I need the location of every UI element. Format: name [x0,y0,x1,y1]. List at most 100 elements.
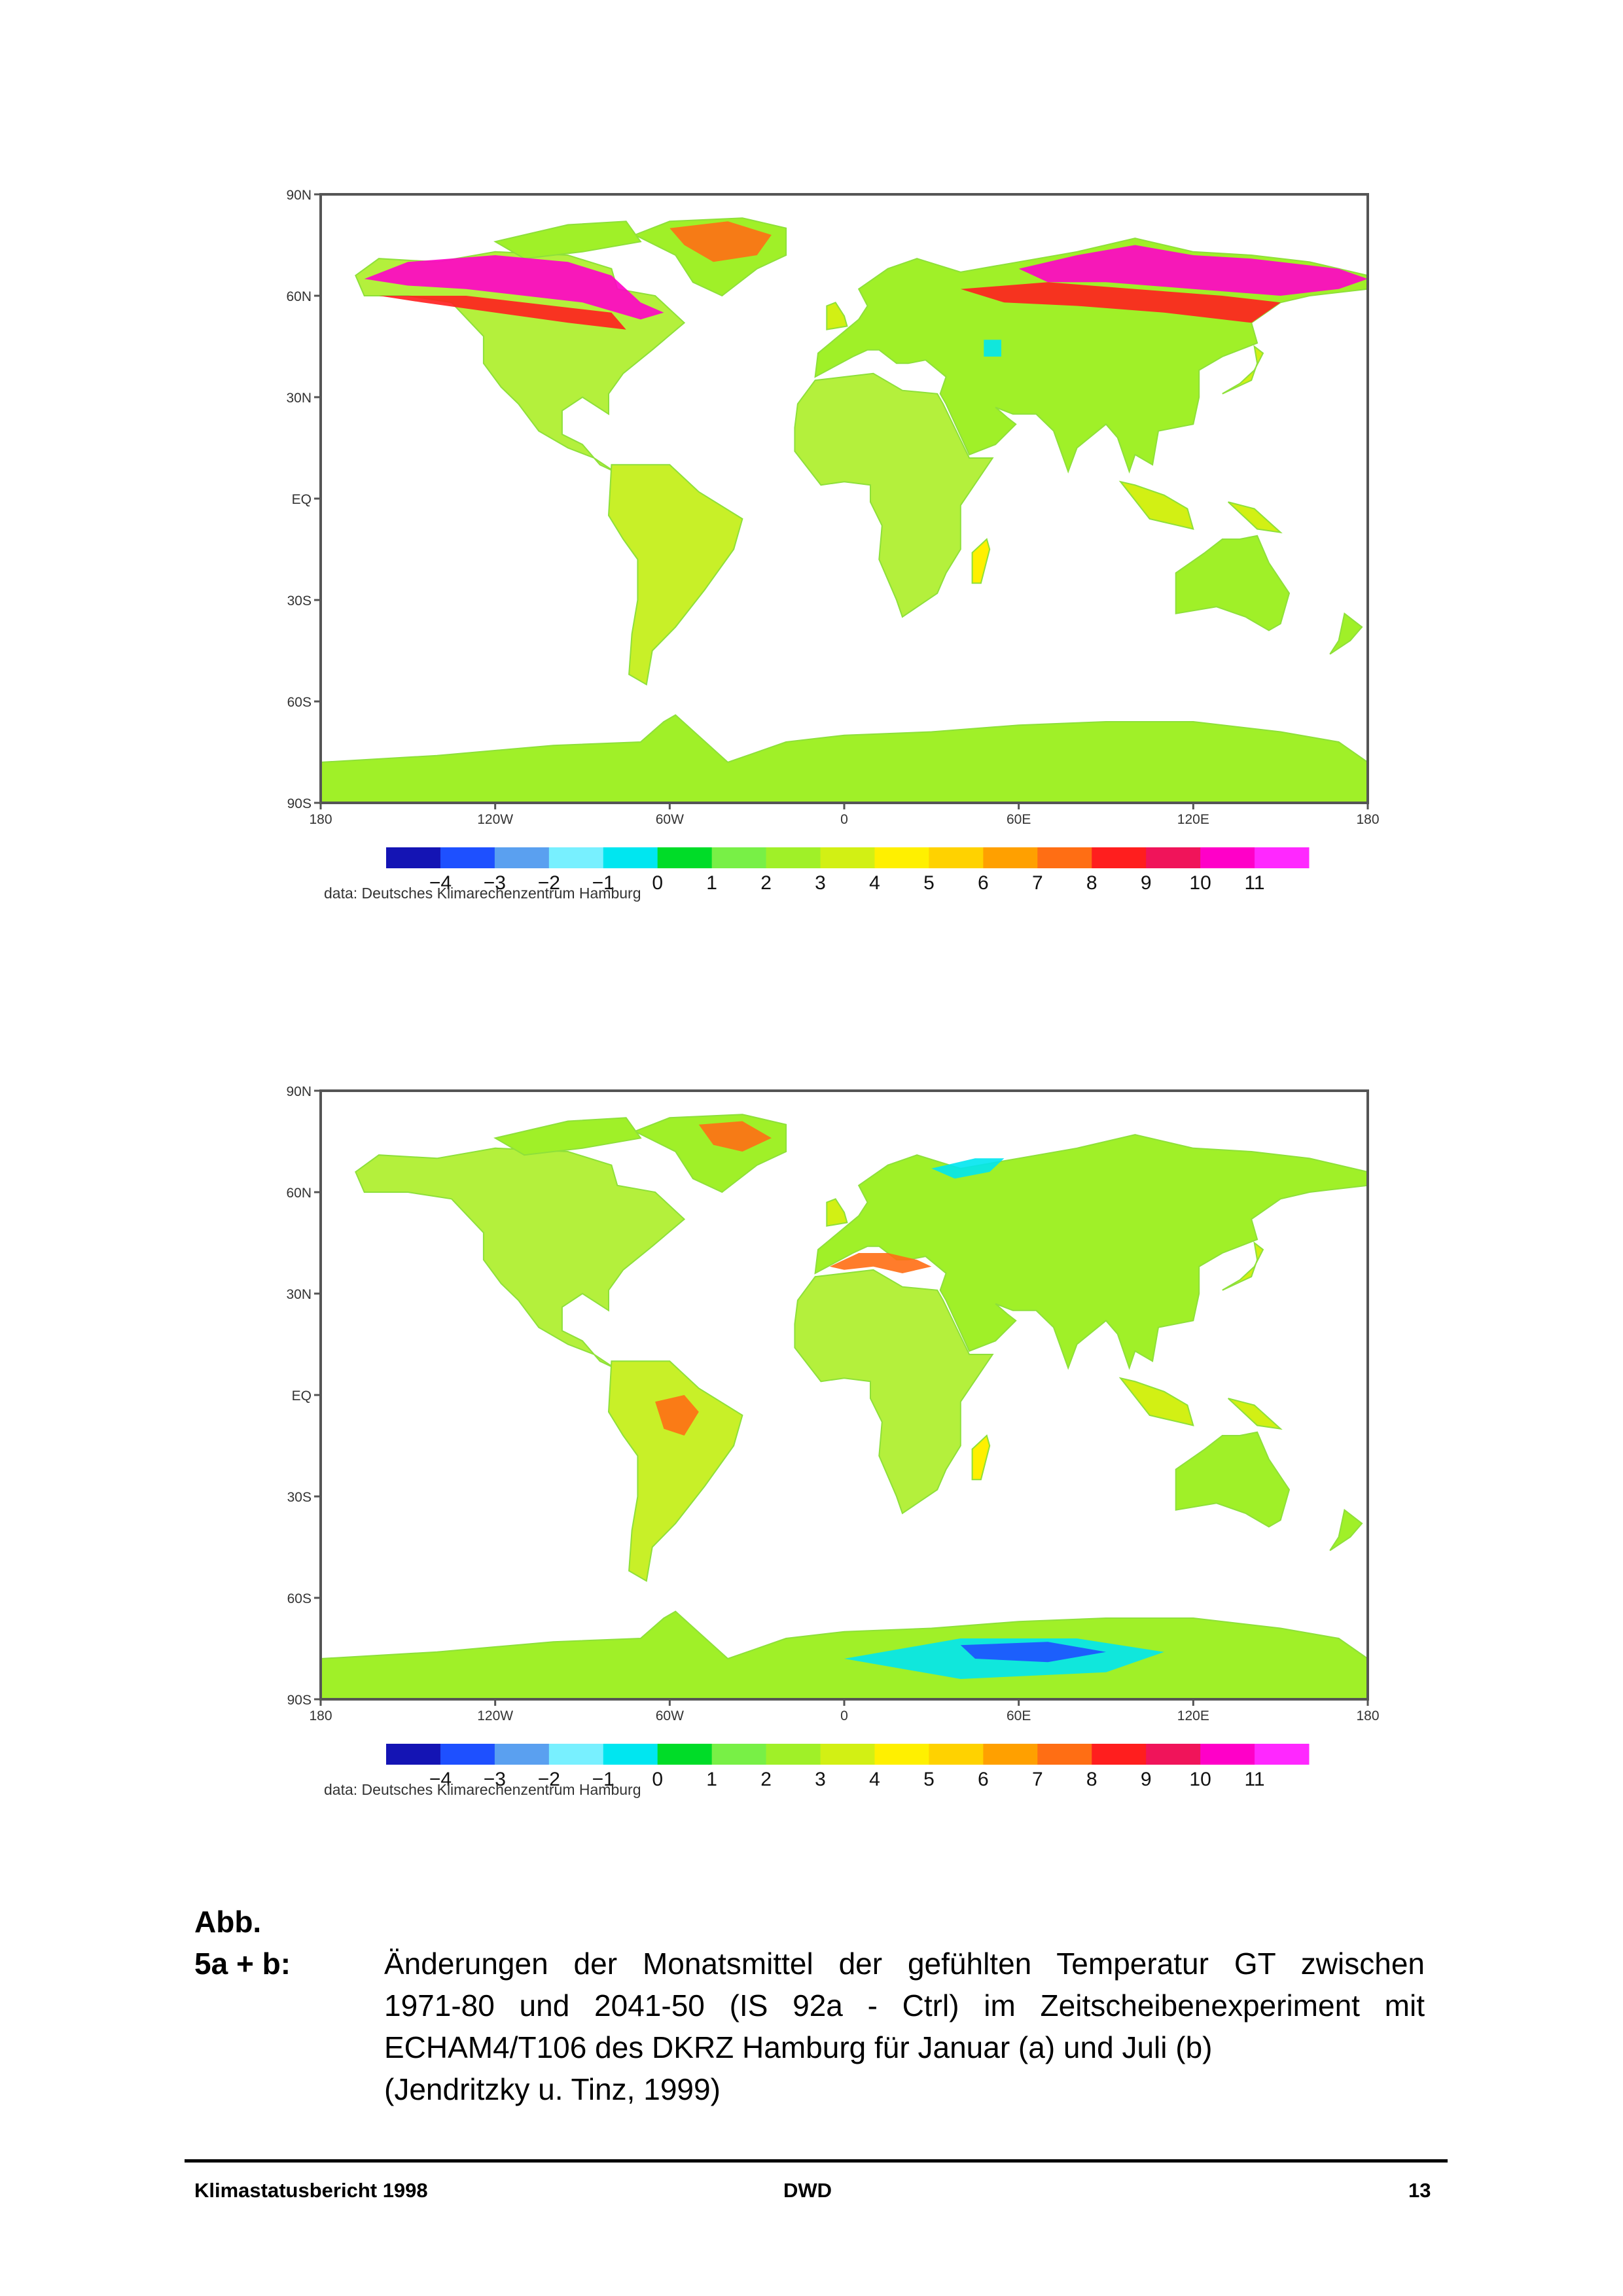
colorbar-value: 9 [1141,872,1152,894]
landmass-new-guinea [1228,1398,1283,1430]
lon-label: 120W [477,1708,513,1723]
landmass-antarctica [321,714,1368,803]
colorbar-swatch [440,1744,495,1765]
footer-report-title: Klimastatusbericht 1998 [194,2179,428,2202]
colorbar-value: −4 [429,872,452,894]
colorbar-swatch [766,847,821,868]
colorbar-value: 7 [1032,1769,1043,1790]
anomaly-canada-red-band [378,296,626,330]
colorbar-value: 6 [978,1769,989,1790]
lat-label: 30N [286,1287,312,1302]
anomaly-amazon-warming [655,1395,699,1436]
colorbar-value: 10 [1189,1769,1211,1790]
landmass-africa [794,372,994,618]
lat-label: EQ [292,1388,312,1404]
footer-divider [185,2159,1448,2163]
colorbar-value: 4 [869,1769,880,1790]
caption-label-number: 5a + b: [194,1947,291,1981]
colorbar-swatch [983,1744,1038,1765]
landmass-british-isles [826,1198,848,1227]
anomaly-mediterranean-warming [829,1253,932,1273]
colorbar-value: 3 [815,872,826,894]
landmass-japan [1222,1241,1264,1291]
lon-label: 180 [1356,1708,1379,1723]
lon-label: 180 [1356,812,1379,827]
colorbar-value: 2 [760,872,772,894]
landmass-indonesia [1118,480,1194,530]
colorbar-value: 1 [706,1769,717,1790]
colorbar-swatch [929,847,984,868]
lon-label: 60W [656,1708,684,1723]
footer-page-number: 13 [1408,2179,1431,2202]
colorbar-swatch [548,1744,604,1765]
colorbar-swatch [603,847,658,868]
colorbar-value: 1 [706,872,717,894]
colorbar-swatch [1255,847,1310,868]
colorbar-value: −2 [538,1769,560,1790]
anomaly-siberia-red-band [960,282,1281,323]
colorbar-swatch [929,1744,984,1765]
colorbar-value: 0 [652,1769,663,1790]
caption-label-abb: Abb. [194,1905,262,1939]
colorbar-value: 11 [1244,872,1264,894]
colorbar-swatch [874,1744,929,1765]
colorbar-value: −3 [484,872,506,894]
lon-label: 180 [309,1708,332,1723]
lat-label: 30N [286,391,312,406]
colorbar-value: 9 [1141,1769,1152,1790]
lat-label: 90S [287,1693,312,1708]
map-figure-january: 90N 60N 30N EQ 30S 60S 90S 180 120W 60W 0 60E 120E 18… [275,177,1414,916]
colorbar-swatch [657,1744,713,1765]
colorbar-swatch [386,847,441,868]
landmass-new-guinea [1228,501,1283,534]
anomaly-antarctic-deep-cooling [960,1642,1106,1663]
lon-label: 60E [1007,1708,1031,1723]
colorbar-value: 10 [1189,872,1211,894]
colorbar-swatch [874,847,929,868]
landmass-madagascar [971,538,991,584]
colorbar-swatch [1092,1744,1147,1765]
caption-line-4: (Jendritzky u. Tinz, 1999) [384,2072,721,2106]
lon-label: 120E [1177,1708,1209,1723]
lat-label: 90N [286,188,312,203]
anomaly-greenland-warming [669,221,772,262]
landmass-africa [794,1269,994,1515]
colorbar-value: 8 [1086,1769,1097,1790]
lat-label: 30S [287,1490,312,1505]
colorbar-swatch [1200,1744,1255,1765]
landmass-south-america [607,1360,743,1582]
lon-label: 60W [656,812,684,827]
landmass-madagascar [971,1434,991,1481]
caption-line-3: ECHAM4/T106 des DKRZ Hamburg für Januar … [384,2030,1213,2064]
landmass-japan [1222,345,1264,395]
colorbar-swatch [657,847,713,868]
colorbar-value: 7 [1032,872,1043,894]
colorbar-value: 2 [760,1769,772,1790]
colorbar-value: −2 [538,872,560,894]
colorbar-swatch [1092,847,1147,868]
landmass-antarctica [321,1610,1368,1699]
colorbar-swatch [766,1744,821,1765]
lon-label: 180 [309,812,332,827]
colorbar-swatch [1200,847,1255,868]
colorbar-swatch [711,847,767,868]
data-source-note: data: Deutsches Klimarechenzentrum Hambu… [324,1781,641,1798]
colorbar-swatch [1037,1744,1092,1765]
landmass-australia [1175,535,1291,631]
landmass-south-america [607,464,743,686]
landmass-new-zealand [1329,612,1363,655]
colorbar-value: 4 [869,872,880,894]
map-figure-july: 90N 60N 30N EQ 30S 60S 90S 180 120W 60W 0 60E 120E 18… [275,1073,1414,1812]
colorbar-value: 5 [923,1769,935,1790]
landmass-australia [1175,1431,1291,1528]
caption-label: Abb. 5a + b: [194,1901,291,1985]
lat-label: 30S [287,593,312,609]
anomaly-arctic-warming-north-america [364,255,664,320]
colorbar-value: −1 [592,872,615,894]
colorbar-swatch [1146,847,1201,868]
data-source-note: data: Deutsches Klimarechenzentrum Hambu… [324,885,641,902]
lat-label: 90N [286,1084,312,1099]
caption-line-2: 1971-80 und 2041-50 (IS 92a - Ctrl) im Z… [384,1988,1425,2022]
